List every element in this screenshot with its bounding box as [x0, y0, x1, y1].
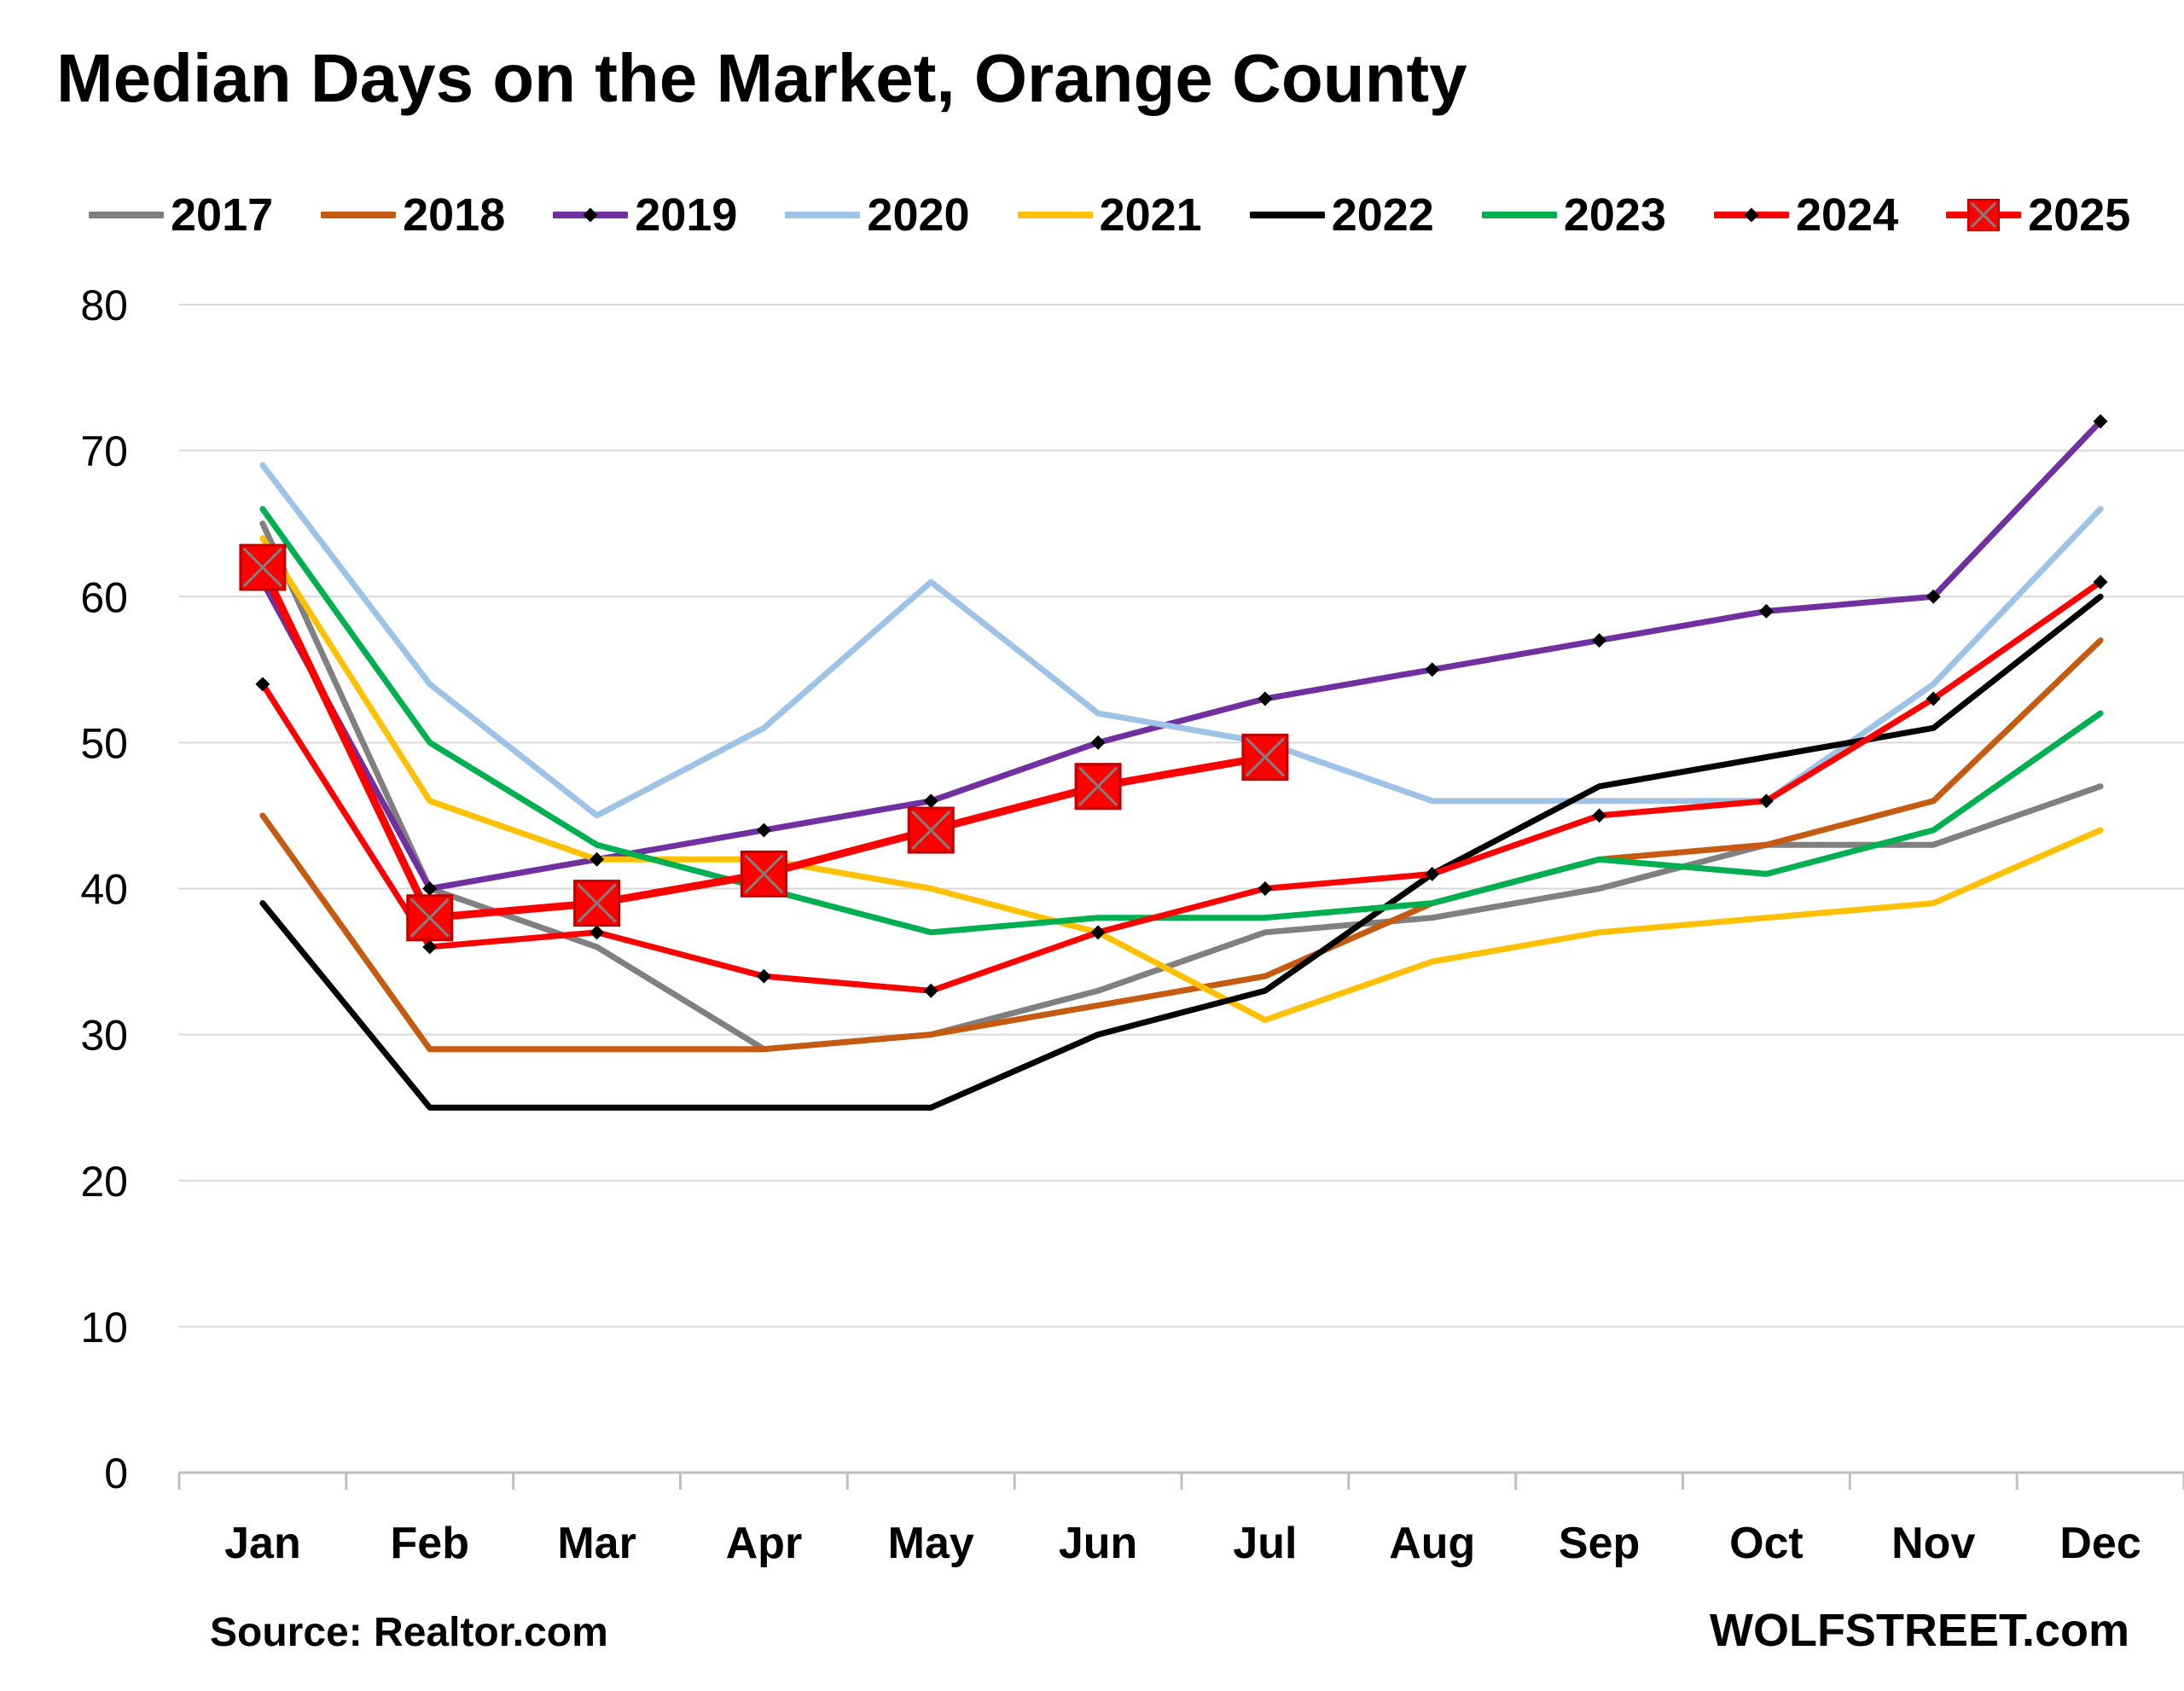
legend-label: 2018	[403, 189, 506, 241]
data-point-2019	[1090, 735, 1106, 750]
data-point-2025	[573, 880, 621, 927]
source-note: Source: Realtor.com	[210, 1610, 608, 1655]
x-tick-label: Jan	[224, 1519, 301, 1568]
chart-title: Median Days on the Market, Orange County	[56, 40, 1467, 116]
x-tick-label: Jul	[1233, 1519, 1297, 1568]
y-tick-label: 0	[104, 1450, 128, 1497]
data-point-2025	[1241, 733, 1289, 781]
y-tick-label: 70	[80, 427, 128, 475]
data-point-2024	[923, 983, 938, 998]
y-tick-label: 80	[80, 282, 128, 329]
y-tick-label: 10	[80, 1304, 128, 1351]
legend-swatch	[321, 212, 397, 218]
legend-item-2018: 2018	[321, 189, 505, 241]
x-tick-label: Sep	[1559, 1519, 1640, 1568]
data-point-2024	[590, 925, 605, 940]
y-tick-label: 40	[80, 866, 128, 914]
data-point-2024	[255, 677, 270, 692]
legend-item-2019: 2019	[553, 189, 737, 241]
legend-label: 2023	[1563, 189, 1666, 241]
data-point-2019	[1592, 633, 1607, 648]
x-tick-label: May	[888, 1519, 974, 1568]
data-point-2019	[1926, 589, 1941, 604]
legend-item-2025: 2025	[1946, 189, 2130, 241]
legend-swatch	[1713, 207, 1789, 223]
data-point-2025	[740, 850, 787, 898]
data-point-2024	[1258, 881, 1273, 896]
legend-label: 2020	[867, 189, 970, 241]
data-point-2025	[907, 806, 955, 854]
legend-swatch	[89, 212, 164, 218]
data-point-2019	[1758, 603, 1774, 619]
legend-item-2022: 2022	[1249, 189, 1434, 241]
x-tick-label: Oct	[1729, 1519, 1804, 1568]
legend-label: 2019	[635, 189, 738, 241]
x-tick-label: Feb	[391, 1519, 469, 1568]
legend-swatch	[1481, 212, 1557, 218]
series-line-2017	[259, 520, 2104, 1053]
data-point-2019	[923, 793, 938, 809]
data-point-2019	[1258, 691, 1273, 706]
legend-swatch	[785, 212, 861, 218]
data-point-2024	[1425, 866, 1440, 881]
legend-label: 2017	[171, 189, 274, 241]
x-tick-label: Aug	[1389, 1519, 1475, 1568]
y-tick-label: 60	[80, 573, 128, 621]
legend-item-2017: 2017	[89, 189, 273, 241]
series-line-2024	[259, 578, 2104, 994]
legend-swatch	[1017, 212, 1093, 218]
data-point-2024	[1592, 808, 1607, 823]
data-point-2019	[756, 822, 771, 838]
chart-legend: 2017 2018 2019 2020 2021 2022 2023 2024 2025	[89, 189, 2178, 241]
series-line-2022	[259, 593, 2104, 1111]
y-tick-label: 30	[80, 1012, 128, 1060]
series-line-2023	[259, 506, 2104, 936]
x-tick-label: Mar	[557, 1519, 636, 1568]
series-line-2018	[259, 637, 2104, 1053]
legend-item-2020: 2020	[785, 189, 970, 241]
legend-swatch	[553, 207, 629, 223]
data-point-2019	[1425, 662, 1440, 677]
x-tick-label: Apr	[726, 1519, 803, 1568]
legend-item-2021: 2021	[1017, 189, 1202, 241]
data-point-2024	[1090, 925, 1106, 940]
legend-label: 2024	[1795, 189, 1899, 241]
series-line-2019	[259, 418, 2104, 892]
legend-label: 2021	[1099, 189, 1202, 241]
x-tick-label: Nov	[1891, 1519, 1975, 1568]
x-tick-label: Jun	[1059, 1519, 1137, 1568]
data-point-2024	[756, 968, 771, 984]
data-point-2025	[1074, 763, 1122, 811]
legend-swatch	[1249, 212, 1325, 218]
data-point-2019	[590, 851, 605, 867]
legend-swatch	[1946, 199, 2022, 231]
y-tick-label: 20	[80, 1158, 128, 1206]
legend-item-2023: 2023	[1481, 189, 1666, 241]
data-point-2024	[2093, 574, 2108, 590]
data-point-2024	[1926, 691, 1941, 706]
data-point-2025	[239, 543, 287, 591]
brand-label: WOLFSTREET.com	[1709, 1605, 2129, 1656]
data-point-2025	[406, 894, 454, 942]
y-tick-label: 50	[80, 719, 128, 767]
series-line-2021	[259, 535, 2104, 1023]
legend-item-2024: 2024	[1713, 189, 1899, 241]
legend-label: 2025	[2028, 189, 2131, 241]
legend-label: 2022	[1331, 189, 1434, 241]
data-point-2024	[1758, 793, 1774, 809]
x-tick-label: Dec	[2059, 1519, 2140, 1568]
